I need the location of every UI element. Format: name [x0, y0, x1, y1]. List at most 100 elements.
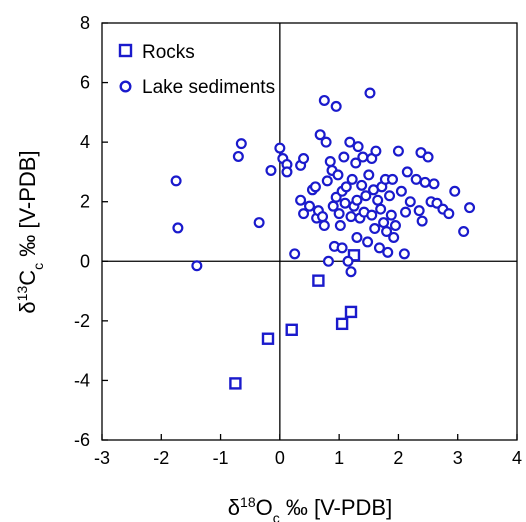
lake-sediment-point	[342, 255, 354, 267]
y-tick-label: 6	[80, 73, 90, 93]
lake-sediment-point	[360, 190, 372, 202]
lake-sediment-point	[356, 179, 368, 191]
y-tick-label: 8	[80, 13, 90, 33]
lake-sediment-point	[309, 181, 321, 193]
lake-sediment-point	[458, 226, 470, 238]
lake-sediment-point	[389, 220, 401, 232]
lake-sediment-point	[351, 231, 363, 243]
x-tick-label: 1	[334, 448, 344, 468]
lake-sediment-point	[419, 176, 431, 188]
lake-sediment-point	[395, 185, 407, 197]
lake-sediment-point	[400, 206, 412, 218]
data-markers	[170, 87, 476, 390]
y-tick-label: 4	[80, 132, 90, 152]
lake-sediment-point	[235, 138, 247, 150]
lake-sediment-point	[191, 260, 203, 272]
lake-sediment-point	[401, 166, 413, 178]
lake-sediment-point	[350, 157, 362, 169]
lake-sediment-point	[320, 136, 332, 148]
lake-sediment-point	[332, 169, 344, 181]
x-tick-label: -2	[153, 448, 169, 468]
x-axis-title-sub: c	[273, 510, 280, 522]
lake-sediment-point	[318, 220, 330, 232]
lake-sediment-point	[398, 248, 410, 260]
lake-sediment-point	[362, 236, 374, 248]
x-tick-label: 0	[275, 448, 285, 468]
lake-sediment-point	[298, 153, 310, 165]
lake-sediment-point	[413, 205, 425, 217]
x-axis-title-main: δ	[228, 495, 240, 520]
lake-sediment-point	[373, 242, 385, 254]
lake-sediment-point	[449, 185, 461, 197]
y-axis-title-sup: 13	[14, 286, 30, 302]
legend-marker-lake-sediments	[119, 80, 132, 93]
lake-sediment-point	[388, 231, 400, 243]
lake-sediment-point	[295, 194, 307, 206]
lake-sediment-point	[321, 175, 333, 187]
lake-sediment-point	[289, 248, 301, 260]
lake-sediment-point	[378, 217, 390, 229]
y-tick-label: -4	[74, 370, 90, 390]
rocks-point	[312, 274, 325, 287]
lake-sediment-point	[372, 194, 384, 206]
lake-sediment-point	[366, 209, 378, 221]
lake-sediment-point	[281, 166, 293, 178]
lake-sediment-point	[274, 142, 286, 154]
rocks-point	[285, 323, 298, 336]
lake-sediment-point	[410, 173, 422, 185]
legend-marker-rocks	[118, 43, 133, 58]
lake-sediment-point	[428, 178, 440, 190]
y-tick-label: -2	[74, 311, 90, 331]
lake-sediment-point	[422, 151, 434, 163]
lake-sediment-point	[314, 129, 326, 141]
lake-sediment-point	[387, 173, 399, 185]
lake-sediment-point	[334, 220, 346, 232]
lake-sediment-point	[339, 197, 351, 209]
lake-sediment-point	[345, 211, 357, 223]
y-axis-title-sub: c	[30, 263, 46, 270]
lake-sediment-point	[322, 255, 334, 267]
rocks-point	[261, 332, 275, 345]
x-axis-title-rest: ‰ [V-PDB]	[280, 495, 392, 520]
x-tick-label: -3	[94, 448, 110, 468]
lake-sediment-point	[338, 151, 350, 163]
lake-sediment-point	[416, 215, 428, 227]
lake-sediment-point	[340, 181, 352, 193]
lake-sediment-point	[404, 196, 416, 208]
lake-sediment-point	[172, 222, 184, 234]
x-axis-title-mid: O	[256, 495, 273, 520]
x-tick-label: 4	[512, 448, 522, 468]
lake-sediment-point	[382, 246, 394, 258]
x-tick-label: -1	[213, 448, 229, 468]
lake-sediment-point	[352, 141, 364, 153]
y-axis-title-main: δ	[15, 301, 40, 313]
y-tick-label: 0	[80, 251, 90, 271]
lake-sediment-point	[170, 175, 182, 187]
y-axis-title: δ13Cc ‰ [V-PDB]	[14, 150, 46, 313]
lake-sediment-point	[443, 208, 455, 220]
lake-sediment-point	[318, 94, 330, 106]
lake-sediment-point	[265, 164, 277, 176]
lake-sediment-point	[370, 145, 382, 157]
legend-label-lake-sediments: Lake sediments	[142, 77, 275, 98]
lake-sediment-point	[324, 156, 336, 168]
lake-sediment-point	[385, 209, 397, 221]
lake-sediment-point	[351, 194, 363, 206]
x-axis-ticks: -3 -2 -1 0 1 2 3 4	[94, 434, 522, 468]
legend-label-rocks: Rocks	[142, 42, 195, 63]
legend: Rocks Lake sediments	[118, 42, 275, 98]
rocks-point	[335, 317, 349, 331]
lake-sediment-point	[364, 87, 376, 99]
lake-sediment-point	[384, 190, 396, 202]
x-axis-title: δ18Oc ‰ [V-PDB]	[228, 494, 392, 522]
x-tick-label: 2	[393, 448, 403, 468]
lake-sediment-point	[317, 211, 329, 223]
lake-sediment-point	[381, 226, 393, 238]
lake-sediment-point	[375, 203, 387, 215]
rocks-point	[344, 305, 358, 319]
x-axis-title-sup: 18	[240, 494, 256, 510]
lake-sediment-point	[253, 217, 265, 229]
y-axis-title-mid: C	[15, 270, 40, 286]
x-tick-label: 3	[453, 448, 463, 468]
